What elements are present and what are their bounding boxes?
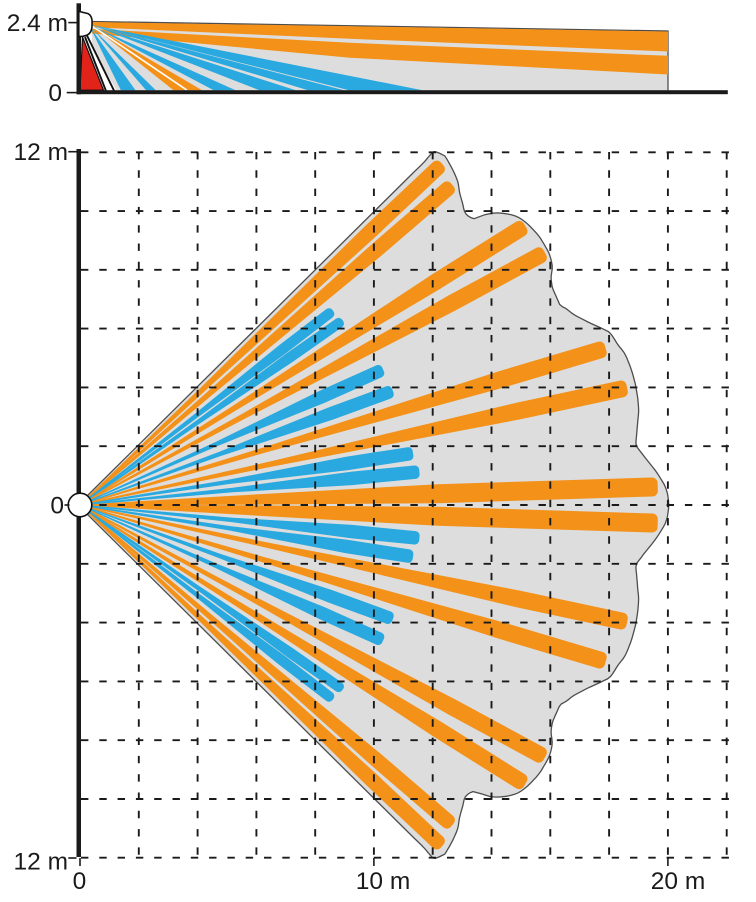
svg-text:2.4 m: 2.4 m	[7, 10, 68, 37]
svg-text:0: 0	[48, 80, 62, 107]
svg-text:12 m: 12 m	[14, 139, 68, 166]
svg-text:0: 0	[50, 493, 64, 520]
svg-text:20 m: 20 m	[651, 868, 705, 895]
svg-text:10 m: 10 m	[356, 868, 410, 895]
svg-text:0: 0	[73, 868, 87, 895]
svg-text:12 m: 12 m	[14, 849, 68, 876]
